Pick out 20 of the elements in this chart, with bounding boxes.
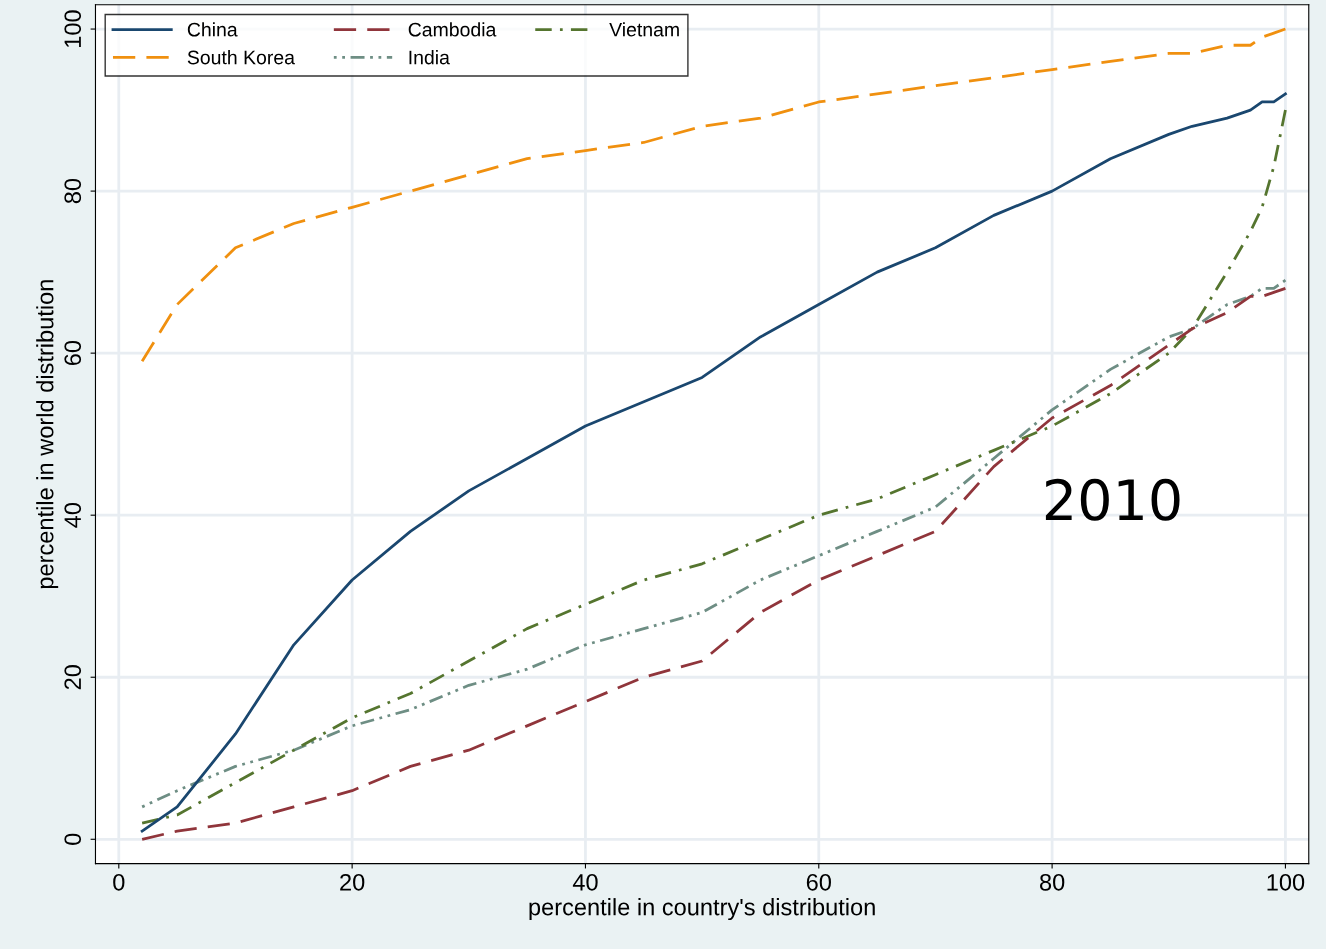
y-tick-label: 0 bbox=[64, 833, 82, 845]
annotation: 2010 bbox=[1045, 478, 1180, 521]
x-tick-label: 0 bbox=[113, 873, 125, 891]
legend-label: India bbox=[409, 50, 450, 65]
y-tick-label: 40 bbox=[64, 502, 82, 528]
legend-label: Cambodia bbox=[408, 22, 497, 37]
y-axis-title: percentile in world distribution bbox=[36, 280, 59, 589]
x-axis-title: percentile in country's distribution bbox=[529, 898, 875, 921]
legend-label: Vietnam bbox=[609, 22, 679, 37]
x-tick-label: 40 bbox=[572, 873, 598, 891]
legend-label: China bbox=[187, 22, 238, 37]
x-tick-label: 100 bbox=[1267, 873, 1305, 891]
y-tick-label: 60 bbox=[64, 340, 82, 366]
y-tick-label: 20 bbox=[64, 665, 82, 690]
x-tick-label: 20 bbox=[340, 873, 365, 891]
y-tick-label: 80 bbox=[64, 178, 82, 204]
legend-label: South Korea bbox=[187, 50, 295, 65]
y-tick-label: 100 bbox=[64, 10, 82, 47]
x-tick-label: 60 bbox=[806, 873, 831, 891]
x-tick-label: 80 bbox=[1040, 873, 1065, 891]
